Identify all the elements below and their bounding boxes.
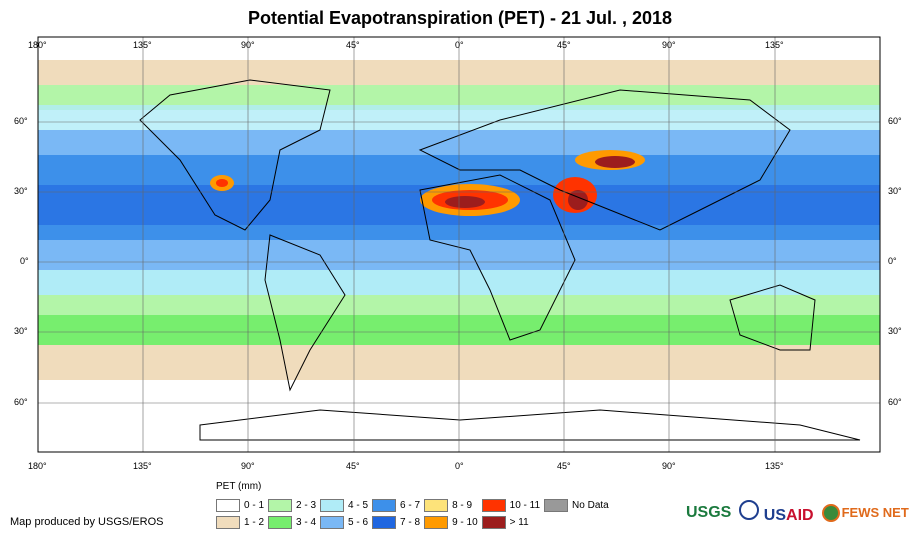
usaid-logo: USAID bbox=[739, 500, 814, 525]
map-title: Potential Evapotranspiration (PET) - 21 … bbox=[247, 8, 673, 28]
lon-tick-bottom: 90° bbox=[241, 461, 255, 471]
fews-net-logo-text: FEWS NET bbox=[841, 505, 909, 520]
legend-item: 5 - 6 bbox=[320, 516, 368, 529]
usaid-logo-text: US bbox=[763, 507, 787, 524]
legend-label: 6 - 7 bbox=[400, 500, 421, 511]
legend-label: 2 - 3 bbox=[296, 500, 317, 511]
usgs-logo: USGS bbox=[686, 503, 732, 521]
lat-tick-right: 60° bbox=[888, 397, 902, 407]
legend-swatch bbox=[372, 499, 397, 512]
lat-tick-right: 60° bbox=[888, 116, 902, 126]
lon-tick-top: 135° bbox=[133, 40, 152, 50]
legend-label: 4 - 5 bbox=[348, 500, 369, 511]
lat-tick-left: 30° bbox=[14, 186, 28, 196]
lat-tick-left: 60° bbox=[14, 116, 28, 126]
legend-item: 8 - 9 bbox=[424, 499, 478, 512]
legend-item: 1 - 2 bbox=[216, 516, 264, 529]
globe-icon bbox=[821, 503, 840, 522]
legend-label: 10 - 11 bbox=[509, 500, 541, 511]
legend-swatch bbox=[268, 499, 293, 512]
credit-text: Map produced by USGS/EROS bbox=[10, 516, 164, 528]
legend-label: 5 - 6 bbox=[348, 517, 369, 528]
legend-swatch bbox=[544, 499, 569, 512]
legend-label: 7 - 8 bbox=[400, 517, 421, 528]
legend-swatch bbox=[320, 516, 345, 529]
lat-tick-left: 0° bbox=[20, 256, 29, 266]
legend-item: 2 - 3 bbox=[268, 499, 316, 512]
lon-tick-top: 45° bbox=[346, 40, 360, 50]
lon-tick-bottom: 180° bbox=[28, 461, 47, 471]
lon-tick-bottom: 45° bbox=[557, 461, 571, 471]
legend-label: 9 - 10 bbox=[452, 517, 478, 528]
lon-tick-top: 135° bbox=[765, 40, 784, 50]
legend-swatch bbox=[320, 499, 345, 512]
legend-label: 0 - 1 bbox=[244, 500, 265, 511]
continent-outlines bbox=[139, 79, 861, 441]
lon-tick-bottom: 90° bbox=[662, 461, 676, 471]
legend-swatch bbox=[424, 516, 449, 529]
usaid-seal-icon bbox=[739, 500, 760, 520]
legend-item: 3 - 4 bbox=[268, 516, 316, 529]
lon-tick-top: 90° bbox=[662, 40, 676, 50]
legend-title: PET (mm) bbox=[216, 481, 262, 492]
legend-swatch bbox=[268, 516, 293, 529]
logos: USGS USAID FEWS NET bbox=[686, 500, 909, 525]
graticule bbox=[38, 37, 880, 452]
legend-item: 0 - 1 bbox=[216, 499, 264, 512]
legend-item: > 11 bbox=[481, 516, 540, 529]
lon-tick-top: 0° bbox=[455, 40, 464, 50]
legend-swatch bbox=[372, 516, 397, 529]
lat-tick-left: 60° bbox=[14, 397, 28, 407]
lon-tick-top: 180° bbox=[28, 40, 47, 50]
lat-tick-right: 0° bbox=[888, 256, 897, 266]
lon-tick-bottom: 135° bbox=[765, 461, 784, 471]
legend-item: No Data bbox=[544, 499, 609, 512]
lon-tick-bottom: 135° bbox=[133, 461, 152, 471]
legend-item: 10 - 11 bbox=[481, 499, 541, 512]
legend-item: 9 - 10 bbox=[424, 516, 478, 529]
legend-swatch bbox=[481, 516, 506, 529]
fews-net-logo: FEWS NET bbox=[821, 503, 909, 522]
lat-tick-right: 30° bbox=[888, 326, 902, 336]
lon-tick-top: 90° bbox=[241, 40, 255, 50]
legend-item: 4 - 5 bbox=[320, 499, 368, 512]
legend-label: No Data bbox=[572, 500, 609, 511]
legend-label: > 11 bbox=[509, 517, 529, 528]
lon-tick-bottom: 0° bbox=[455, 461, 464, 471]
legend-item: 6 - 7 bbox=[372, 499, 420, 512]
legend-label: 1 - 2 bbox=[244, 517, 265, 528]
lon-tick-bottom: 45° bbox=[346, 461, 360, 471]
lat-tick-right: 30° bbox=[888, 186, 902, 196]
legend-label: 3 - 4 bbox=[296, 517, 317, 528]
legend-swatch bbox=[216, 516, 240, 529]
legend: 0 - 1 2 - 3 4 - 5 6 - 7 8 - 9 10 - 11 No Data 1… bbox=[216, 499, 609, 529]
usaid-logo-text-red: AID bbox=[786, 507, 814, 524]
legend-swatch bbox=[216, 499, 240, 512]
legend-item: 7 - 8 bbox=[372, 516, 420, 529]
lon-tick-top: 45° bbox=[557, 40, 571, 50]
lat-tick-left: 30° bbox=[14, 326, 28, 336]
legend-swatch bbox=[424, 499, 449, 512]
legend-swatch bbox=[481, 499, 506, 512]
legend-label: 8 - 9 bbox=[452, 500, 473, 511]
